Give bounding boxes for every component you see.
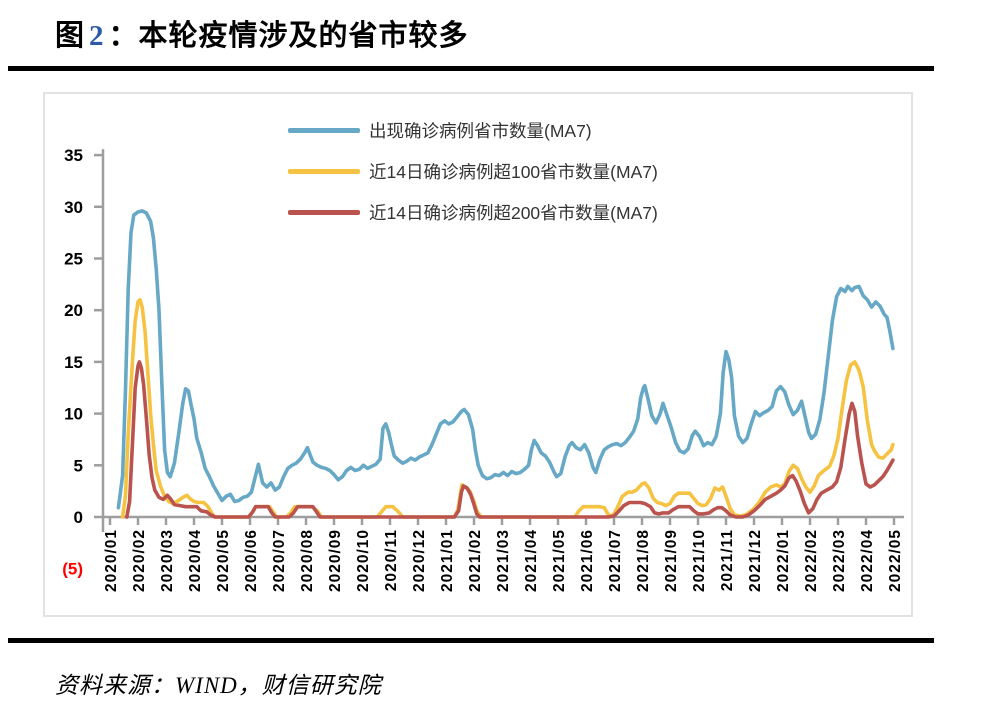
y-tick-label: 0 bbox=[74, 508, 83, 527]
x-tick-label: 2021/08 bbox=[635, 529, 652, 592]
series-line-2 bbox=[125, 360, 895, 519]
figure-title: 图 2 ：本轮疫情涉及的省市较多 bbox=[55, 12, 469, 54]
chart-legend: 出现确诊病例省市数量(MA7) 近14日确诊病例超100省市数量(MA7) 近1… bbox=[288, 110, 658, 233]
figure-title-number: 2 bbox=[89, 20, 105, 52]
x-tick-label: 2020/03 bbox=[159, 529, 176, 592]
y-tick-label: 20 bbox=[64, 301, 83, 320]
y-tick-label: 5 bbox=[74, 456, 83, 475]
figure-title-prefix: 图 bbox=[55, 20, 86, 52]
x-tick-label: 2021/10 bbox=[691, 529, 708, 592]
x-tick-label: 2022/01 bbox=[775, 529, 792, 592]
x-tick-label: 2020/08 bbox=[299, 529, 316, 592]
legend-label: 近14日确诊病例超200省市数量(MA7) bbox=[369, 203, 658, 223]
figure-title-colon: ： bbox=[108, 20, 139, 52]
y-tick-label: 35 bbox=[64, 146, 83, 165]
y-tick-label: 15 bbox=[64, 353, 83, 372]
legend-item-confirmed-provinces: 出现确诊病例省市数量(MA7) bbox=[288, 110, 658, 151]
bottom-divider-rule bbox=[8, 638, 934, 643]
figure-title-text: 本轮疫情涉及的省市较多 bbox=[138, 20, 469, 52]
x-tick-label: 2020/07 bbox=[271, 529, 288, 592]
y-tick-label: (5) bbox=[62, 560, 83, 579]
legend-label: 近14日确诊病例超100省市数量(MA7) bbox=[369, 162, 658, 182]
x-tick-label: 2021/07 bbox=[607, 529, 624, 592]
x-tick-label: 2021/05 bbox=[551, 529, 568, 592]
x-tick-label: 2022/04 bbox=[859, 529, 876, 592]
x-tick-label: 2020/09 bbox=[327, 529, 344, 592]
x-tick-label: 2020/01 bbox=[103, 529, 120, 592]
y-tick-label: 10 bbox=[64, 405, 83, 424]
x-tick-label: 2022/05 bbox=[887, 529, 904, 592]
legend-label: 出现确诊病例省市数量(MA7) bbox=[369, 121, 592, 141]
legend-line-swatch-blue bbox=[288, 128, 360, 133]
x-tick-label: 2020/05 bbox=[215, 529, 232, 592]
x-tick-label: 2021/11 bbox=[719, 529, 736, 591]
y-tick-label: 30 bbox=[64, 198, 83, 217]
legend-line-swatch-yellow bbox=[288, 169, 360, 174]
x-tick-label: 2022/03 bbox=[831, 529, 848, 592]
x-tick-label: 2021/12 bbox=[747, 529, 764, 592]
line-chart: 35 30 25 20 15 10 5 0 (5) 2020/01 2020/02 2020/03 20… bbox=[62, 146, 904, 592]
x-tick-label: 2021/02 bbox=[467, 529, 484, 592]
data-source-note: 资料来源：WIND，财信研究院 bbox=[55, 673, 382, 698]
x-tick-label: 2020/06 bbox=[243, 529, 260, 592]
top-divider-rule bbox=[8, 66, 934, 71]
x-tick-label: 2020/12 bbox=[411, 529, 428, 592]
x-tick-label: 2020/10 bbox=[355, 529, 372, 592]
y-tick-label: 25 bbox=[64, 250, 83, 269]
legend-line-swatch-red bbox=[288, 210, 360, 215]
x-tick-label: 2021/06 bbox=[579, 529, 596, 592]
x-tick-label: 2022/02 bbox=[803, 529, 820, 592]
series-line-0 bbox=[116, 209, 895, 510]
x-tick-label: 2021/01 bbox=[439, 529, 456, 592]
x-tick-label: 2021/09 bbox=[663, 529, 680, 592]
legend-item-over100-provinces: 近14日确诊病例超100省市数量(MA7) bbox=[288, 151, 658, 192]
chart-card: 35 30 25 20 15 10 5 0 (5) 2020/01 2020/02 2020/03 20… bbox=[43, 92, 913, 617]
x-tick-label: 2020/02 bbox=[131, 529, 148, 592]
x-tick-label: 2021/04 bbox=[523, 529, 540, 592]
x-tick-label: 2021/03 bbox=[495, 529, 512, 592]
x-tick-label: 2020/11 bbox=[383, 529, 400, 591]
x-tick-label: 2020/04 bbox=[187, 529, 204, 592]
legend-item-over200-provinces: 近14日确诊病例超200省市数量(MA7) bbox=[288, 192, 658, 233]
series-line-1 bbox=[120, 298, 895, 519]
